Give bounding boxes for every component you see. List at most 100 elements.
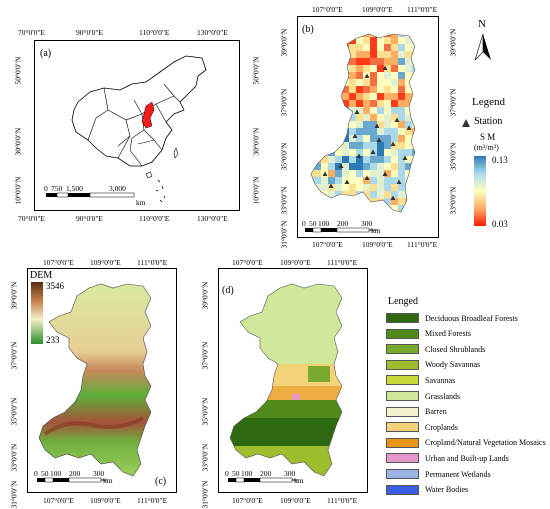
- sm-pixel: [321, 37, 328, 44]
- sm-pixel: [377, 177, 384, 184]
- panel-b-right-tick: 37°0'0"N: [448, 88, 458, 117]
- landcover-swatch: [386, 344, 419, 355]
- sm-pixel: [335, 128, 342, 135]
- sm-pixel: [363, 58, 370, 65]
- sm-pixel: [328, 58, 335, 65]
- panel-b-scale-label: 0: [302, 219, 306, 228]
- sm-pixel: [384, 177, 391, 184]
- sm-pixel: [398, 149, 405, 156]
- panel-c-left-tick: 39°0'0"N: [9, 281, 19, 310]
- sm-pixel: [349, 79, 356, 86]
- sm-pixel: [398, 44, 405, 51]
- sm-pixel: [314, 177, 321, 184]
- panel-d-left-tick: 35°0'0"N: [200, 397, 210, 426]
- sm-pixel: [311, 135, 314, 142]
- sm-pixel: [363, 86, 370, 93]
- panel-d-top-tick: 111°0'0"E: [327, 258, 358, 267]
- sm-pixel: [398, 212, 405, 219]
- panel-b-scale-label: 300: [361, 219, 373, 228]
- sm-pixel: [370, 163, 377, 170]
- sm-pixel: [370, 114, 377, 121]
- sm-pixel: [398, 184, 405, 191]
- panel-a-scale-label: 750: [51, 184, 63, 193]
- sm-pixel: [314, 34, 321, 37]
- sm-pixel: [328, 170, 335, 177]
- sm-pixel: [412, 114, 415, 121]
- sm-pixel: [419, 212, 426, 219]
- sm-pixel: [335, 37, 342, 44]
- sm-pixel: [311, 44, 314, 51]
- panel-a-left-tick: 10°0'0"N: [13, 176, 23, 205]
- sm-pixel: [419, 135, 426, 142]
- landcover-swatch: [386, 437, 419, 448]
- sm-pixel: [391, 100, 398, 107]
- station-marker: [382, 65, 388, 70]
- sm-pixel: [349, 72, 356, 79]
- panel-b-bottom-tick: 109°0'0"E: [362, 240, 393, 249]
- sm-pixel: [314, 142, 321, 149]
- sm-pixel: [384, 107, 391, 114]
- sm-pixel: [398, 156, 405, 163]
- north-arrow-icon: [474, 33, 491, 61]
- sm-pixel: [391, 72, 398, 79]
- sm-pixel: [335, 72, 342, 79]
- sm-pixel: [405, 170, 412, 177]
- sm-pixel: [342, 93, 349, 100]
- landcover-legend-label: Mixed Forests: [425, 329, 471, 339]
- sm-pixel: [311, 37, 314, 44]
- station-marker: [338, 163, 344, 168]
- sm-pixel: [363, 191, 370, 198]
- sm-pixel: [335, 51, 342, 58]
- landcover-legend-item: Woody Savannas: [386, 359, 480, 370]
- sm-pixel: [419, 121, 426, 128]
- sm-pixel: [398, 142, 405, 149]
- sm-pixel: [370, 156, 377, 163]
- landcover-legend-item: Water Bodies: [386, 484, 468, 495]
- sm-pixel: [377, 198, 384, 205]
- sm-pixel: [419, 205, 426, 212]
- sm-pixel: [405, 184, 412, 191]
- sm-pixel: [412, 149, 415, 156]
- sm-pixel: [384, 121, 391, 128]
- sm-pixel: [405, 163, 412, 170]
- panel-c-label: (c): [155, 476, 167, 487]
- sm-pixel: [311, 156, 314, 163]
- sm-pixel: [349, 114, 356, 121]
- sm-pixel: [321, 184, 328, 191]
- sm-pixel: [321, 34, 328, 37]
- sm-pixel: [335, 135, 342, 142]
- sm-pixel: [412, 135, 415, 142]
- sm-pixel: [398, 191, 405, 198]
- station-marker: [390, 195, 396, 200]
- sm-pixel: [363, 121, 370, 128]
- sm-pixel: [370, 72, 377, 79]
- sm-pixel: [311, 107, 314, 114]
- sm-pixel: [314, 37, 321, 44]
- sm-pixel: [342, 184, 349, 191]
- sm-pixel: [419, 37, 426, 44]
- sm-pixel: [314, 44, 321, 51]
- panel-c-scale-label: 100: [50, 469, 62, 478]
- sm-pixel: [405, 51, 412, 58]
- sm-pixel: [349, 44, 356, 51]
- urban-patch: [292, 394, 300, 400]
- sm-pixel: [405, 135, 412, 142]
- north-label: N: [478, 18, 486, 30]
- sm-pixel: [335, 156, 342, 163]
- sm-pixel: [356, 86, 363, 93]
- sm-pixel: [321, 114, 328, 121]
- landcover-swatch: [386, 484, 419, 495]
- panel-c-bottom-tick: 107°0'0"E: [43, 496, 74, 505]
- sm-pixel: [356, 135, 363, 142]
- sm-pixel: [398, 79, 405, 86]
- sm-pixel: [405, 114, 412, 121]
- sm-pixel: [412, 198, 415, 205]
- sm-pixel: [321, 44, 328, 51]
- sm-pixel: [342, 177, 349, 184]
- sm-pixel: [370, 107, 377, 114]
- sm-pixel: [398, 177, 405, 184]
- sm-pixel: [349, 121, 356, 128]
- sm-pixel: [356, 184, 363, 191]
- sm-pixel: [384, 128, 391, 135]
- sm-pixel: [321, 93, 328, 100]
